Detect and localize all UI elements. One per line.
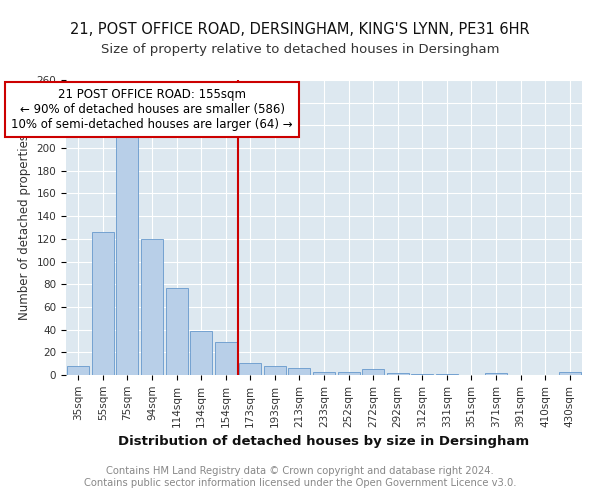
Bar xyxy=(559,372,581,375)
Text: 21, POST OFFICE ROAD, DERSINGHAM, KING'S LYNN, PE31 6HR: 21, POST OFFICE ROAD, DERSINGHAM, KING'S… xyxy=(70,22,530,38)
Text: Size of property relative to detached houses in Dersingham: Size of property relative to detached ho… xyxy=(101,42,499,56)
Bar xyxy=(166,288,188,375)
Bar xyxy=(338,372,359,375)
Text: Contains HM Land Registry data © Crown copyright and database right 2024.
Contai: Contains HM Land Registry data © Crown c… xyxy=(84,466,516,487)
Bar xyxy=(313,372,335,375)
Bar xyxy=(92,232,114,375)
Bar xyxy=(362,370,384,375)
Bar xyxy=(485,372,507,375)
Bar xyxy=(116,128,139,375)
Bar xyxy=(411,374,433,375)
X-axis label: Distribution of detached houses by size in Dersingham: Distribution of detached houses by size … xyxy=(118,435,530,448)
Y-axis label: Number of detached properties: Number of detached properties xyxy=(18,134,31,320)
Text: 21 POST OFFICE ROAD: 155sqm
← 90% of detached houses are smaller (586)
10% of se: 21 POST OFFICE ROAD: 155sqm ← 90% of det… xyxy=(11,88,293,131)
Bar xyxy=(67,366,89,375)
Bar xyxy=(264,366,286,375)
Bar xyxy=(190,331,212,375)
Bar xyxy=(386,372,409,375)
Bar xyxy=(215,342,237,375)
Bar xyxy=(239,362,262,375)
Bar xyxy=(436,374,458,375)
Bar xyxy=(289,368,310,375)
Bar xyxy=(141,239,163,375)
